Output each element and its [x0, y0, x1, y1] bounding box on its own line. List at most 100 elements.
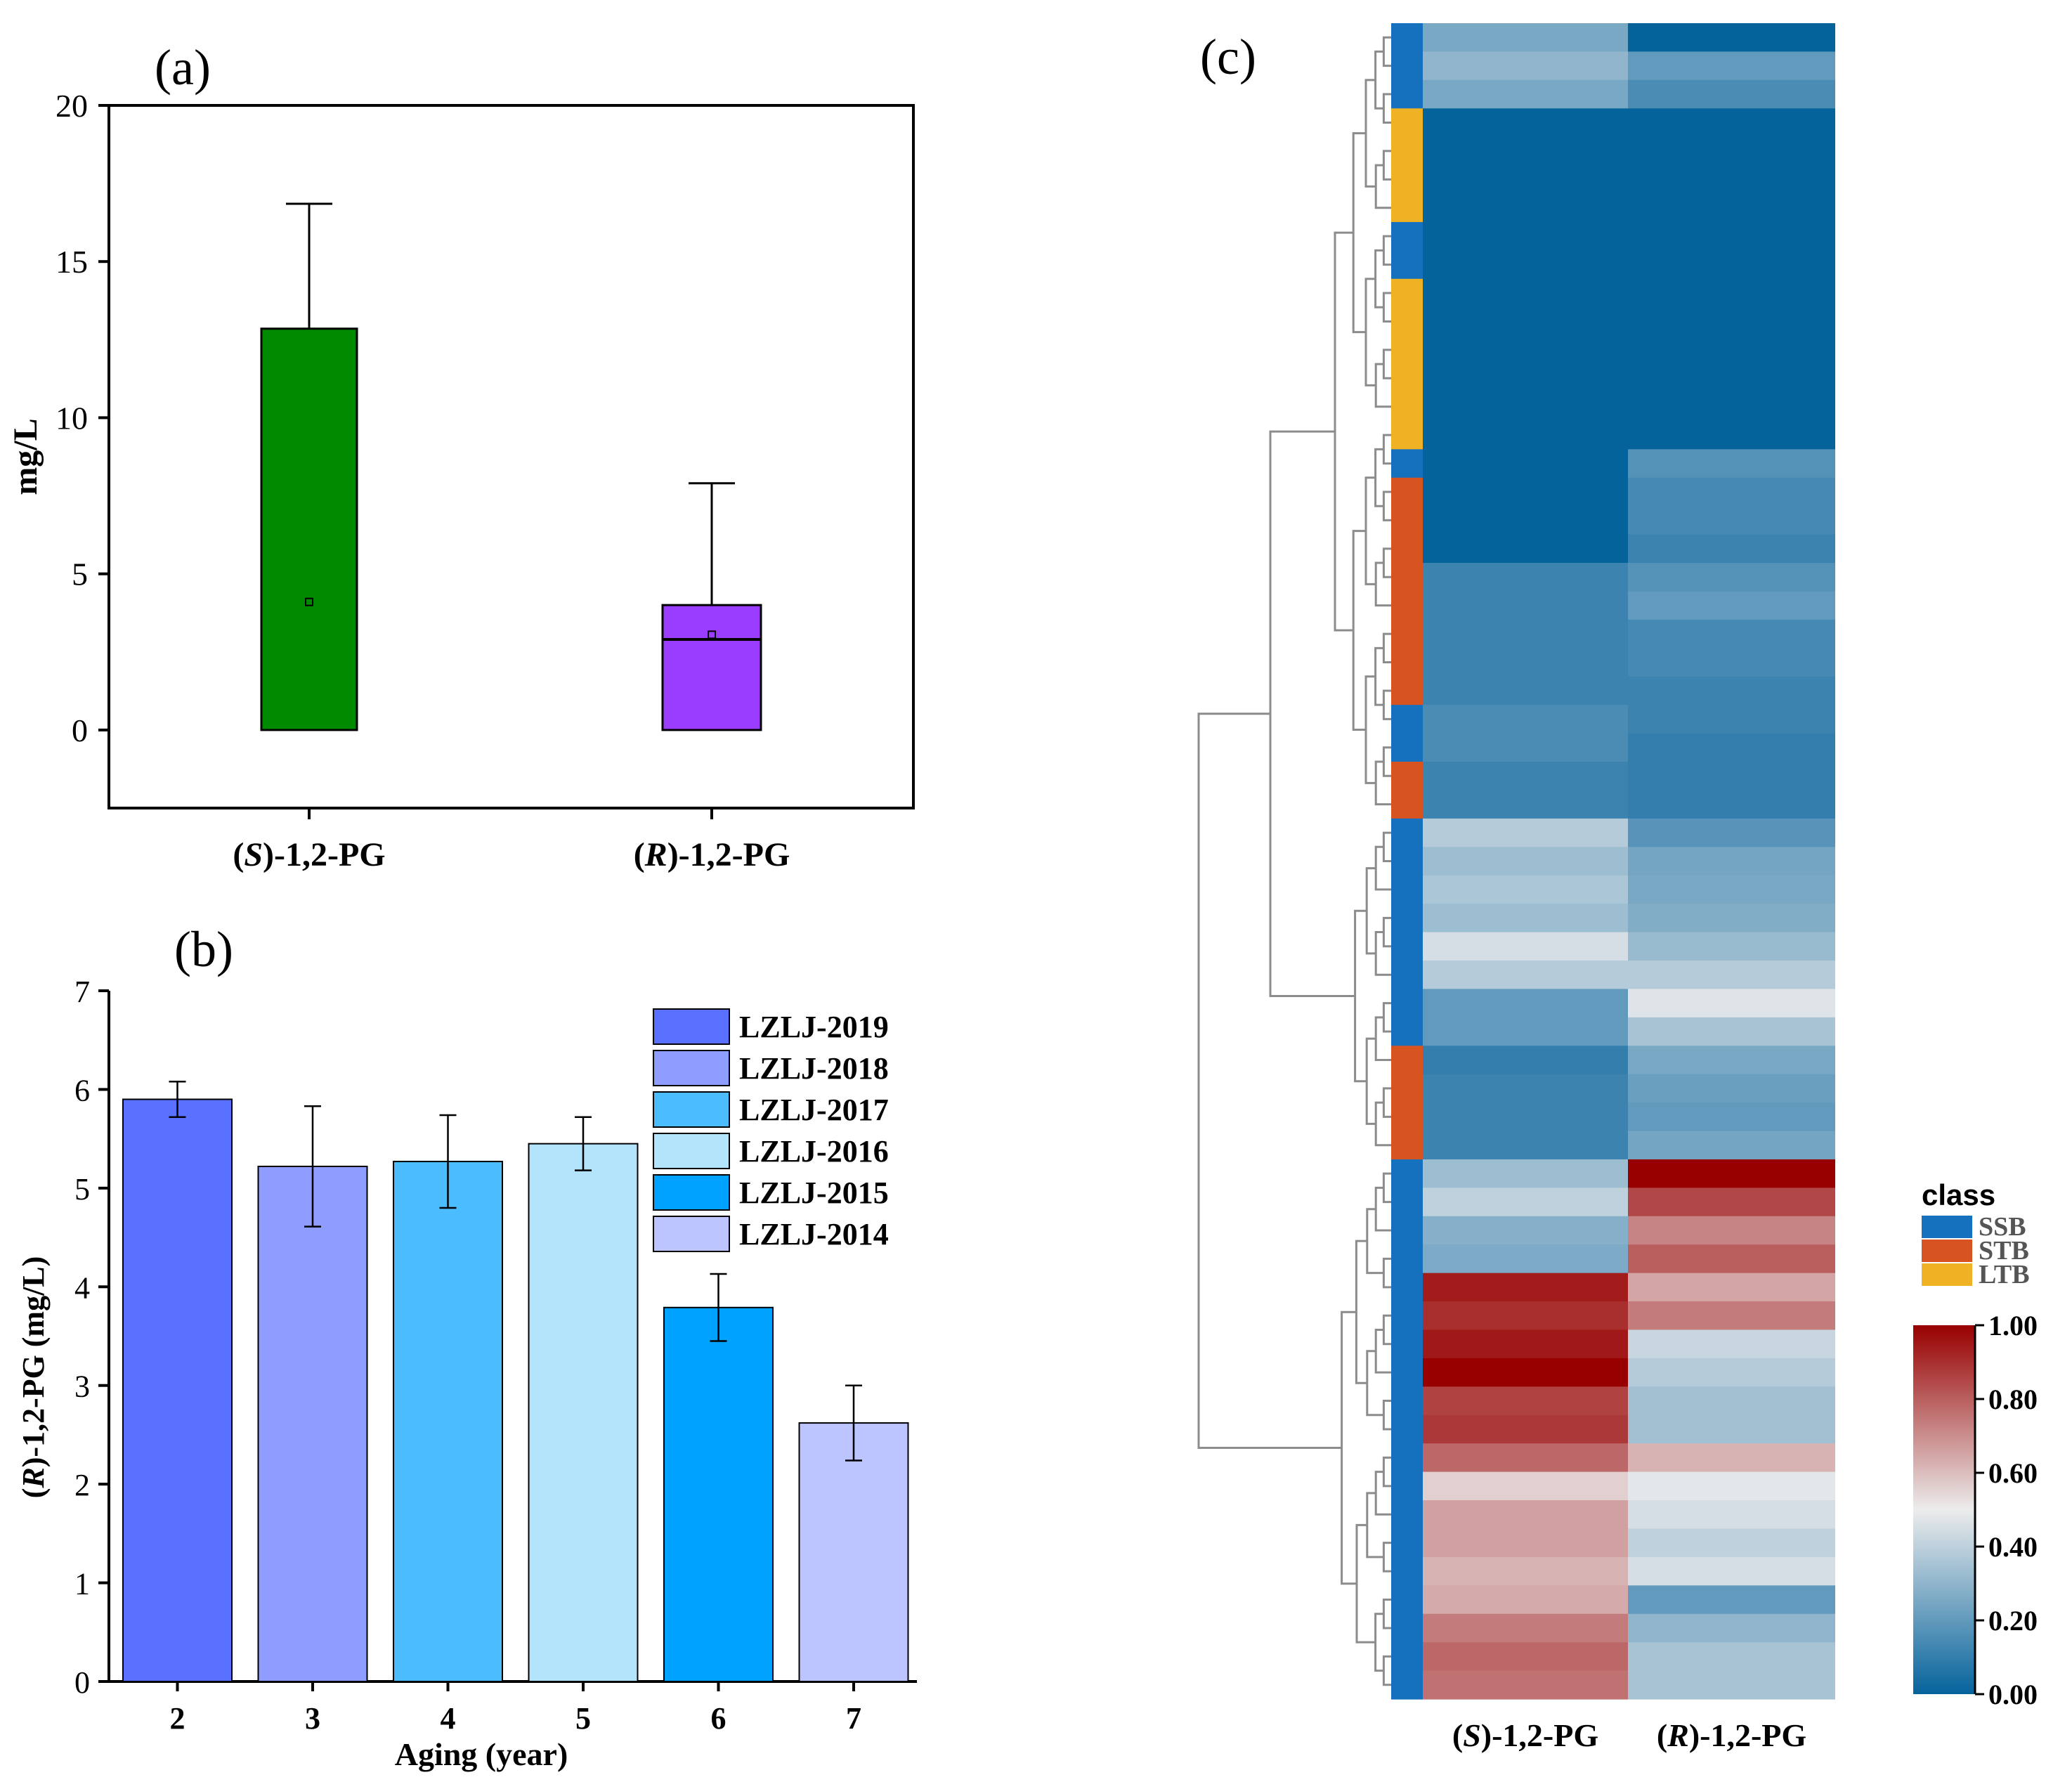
colorbar-tick-label: 1.00	[1988, 1310, 2038, 1341]
class-strip-cell	[1391, 1046, 1423, 1075]
heatmap-cell	[1423, 420, 1628, 450]
dendrogram-branch	[1382, 1314, 1391, 1346]
class-strip-cell	[1391, 23, 1423, 53]
panel-a-ytick-label: 5	[72, 557, 88, 592]
class-strip-cell	[1391, 591, 1423, 620]
class-strip-cell	[1391, 1556, 1423, 1586]
heatmap-cell	[1423, 648, 1628, 677]
heatmap-cell	[1423, 1358, 1628, 1387]
dendrogram-branch	[1374, 448, 1384, 507]
heatmap-cell	[1628, 1642, 1835, 1672]
heatmap-cell	[1628, 23, 1835, 53]
heatmap-cell	[1628, 1500, 1835, 1530]
class-legend-swatch	[1922, 1240, 1972, 1262]
dendrogram-branch	[1382, 292, 1391, 323]
heatmap-column-label: (S)-1,2-PG	[1452, 1717, 1598, 1753]
heatmap-cell	[1628, 619, 1835, 649]
class-strip-cell	[1391, 108, 1423, 138]
class-strip-cell	[1391, 989, 1423, 1018]
panel-c-heatmap: (c) (S)-1,2-PG (R)-1,2-PG classSSBSTBLTB …	[1197, 23, 2038, 1753]
heatmap-cell	[1628, 165, 1835, 195]
heatmap-cell	[1628, 1159, 1835, 1188]
class-strip-cell	[1391, 1301, 1423, 1331]
heatmap-cell	[1423, 1613, 1628, 1643]
heatmap-cell	[1423, 79, 1628, 109]
dendrogram-branch	[1382, 1257, 1391, 1289]
class-strip-cell	[1391, 51, 1423, 81]
heatmap-cell	[1423, 136, 1628, 166]
box	[260, 327, 358, 731]
class-strip-cell	[1391, 619, 1423, 649]
heatmap-cell	[1628, 1273, 1835, 1302]
heatmap-cell	[1423, 1074, 1628, 1103]
dendrogram-branch	[1382, 235, 1391, 266]
panel-a-ytick-label: 15	[56, 244, 88, 280]
dendrogram-branch	[1382, 831, 1391, 862]
class-legend-swatch	[1922, 1216, 1972, 1238]
dendrogram-branch	[1382, 1655, 1391, 1686]
panel-a-xtick-label: (S)-1,2-PG	[233, 836, 385, 873]
heatmap-cell	[1423, 364, 1628, 393]
heatmap-cell	[1628, 762, 1835, 791]
heatmap-cell	[1423, 705, 1628, 734]
dendrogram-branch	[1382, 349, 1391, 379]
bar	[122, 1098, 233, 1682]
panel-b-xtick-label: 7	[846, 1701, 861, 1736]
dendrogram-branch	[1382, 150, 1391, 181]
class-strip-cell	[1391, 1358, 1423, 1387]
heatmap-cell	[1628, 136, 1835, 166]
dendrogram-branch	[1197, 713, 1342, 1449]
class-strip-cell	[1391, 1585, 1423, 1615]
class-legend-label: STB	[1979, 1236, 2029, 1266]
heatmap-cell	[1628, 1556, 1835, 1586]
heatmap-cell	[1628, 1670, 1835, 1700]
class-strip-cell	[1391, 1188, 1423, 1217]
dendrogram-branch	[1382, 93, 1391, 124]
heatmap-cell	[1628, 250, 1835, 280]
heatmap-cell	[1628, 818, 1835, 847]
legend-label: LZLJ-2015	[739, 1176, 889, 1210]
colorbar-tick-label: 0.40	[1988, 1531, 2038, 1563]
heatmap-cell	[1423, 960, 1628, 990]
heatmap-cell	[1423, 449, 1628, 479]
heatmap-cell	[1423, 51, 1628, 81]
class-strip-cell	[1391, 1443, 1423, 1473]
heatmap-cell	[1628, 1301, 1835, 1331]
heatmap-cell	[1423, 1642, 1628, 1672]
heatmap-cell	[1628, 1613, 1835, 1643]
dendrogram-branch	[1382, 632, 1391, 664]
heatmap-cell	[1628, 506, 1835, 535]
heatmap-cell	[1423, 1329, 1628, 1359]
panel-a-ytick-label: 20	[56, 88, 88, 124]
class-strip-cell	[1391, 1131, 1423, 1160]
panel-b-xtick-label: 6	[711, 1701, 726, 1736]
heatmap-cell	[1423, 762, 1628, 791]
legend-swatch	[653, 1008, 730, 1045]
dendrogram-branch	[1382, 1002, 1391, 1033]
heatmap-cell	[1423, 392, 1628, 422]
dendrogram-branch	[1334, 231, 1354, 632]
class-strip-cell	[1391, 165, 1423, 195]
panel-c-label: (c)	[1200, 29, 1256, 85]
panel-b-ytick-label: 2	[74, 1468, 90, 1502]
dendrogram-branch	[1354, 909, 1367, 1083]
dendrogram-branch	[1365, 1037, 1376, 1125]
heatmap-cell	[1628, 875, 1835, 904]
bar	[663, 1306, 774, 1683]
class-strip-cell	[1391, 1670, 1423, 1700]
class-strip-cell	[1391, 1414, 1423, 1444]
class-strip-cell	[1391, 136, 1423, 166]
dendrogram-branch	[1382, 1542, 1391, 1573]
heatmap-cell	[1628, 51, 1835, 81]
heatmap-cell	[1423, 1471, 1628, 1501]
class-strip-cell	[1391, 563, 1423, 592]
heatmap-cell	[1628, 477, 1835, 507]
class-strip-cell	[1391, 1642, 1423, 1672]
heatmap-cell	[1423, 1585, 1628, 1615]
heatmap-cell	[1423, 1414, 1628, 1444]
heatmap-cell	[1628, 335, 1835, 365]
dendrogram-branch	[1382, 916, 1391, 948]
dendrogram-branch	[1382, 1087, 1391, 1118]
class-strip-cell	[1391, 705, 1423, 734]
